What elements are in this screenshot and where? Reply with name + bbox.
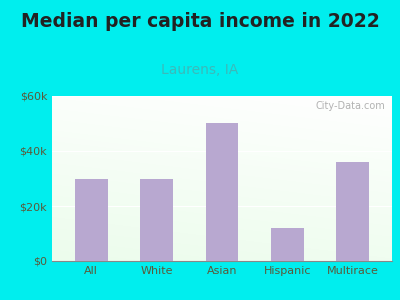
Bar [271, 228, 304, 261]
Bar [75, 178, 108, 261]
Text: City-Data.com: City-Data.com [316, 101, 385, 111]
Text: Laurens, IA: Laurens, IA [161, 63, 239, 77]
Bar [140, 178, 173, 261]
Bar [336, 162, 369, 261]
Bar [206, 124, 238, 261]
Text: Median per capita income in 2022: Median per capita income in 2022 [21, 12, 379, 31]
